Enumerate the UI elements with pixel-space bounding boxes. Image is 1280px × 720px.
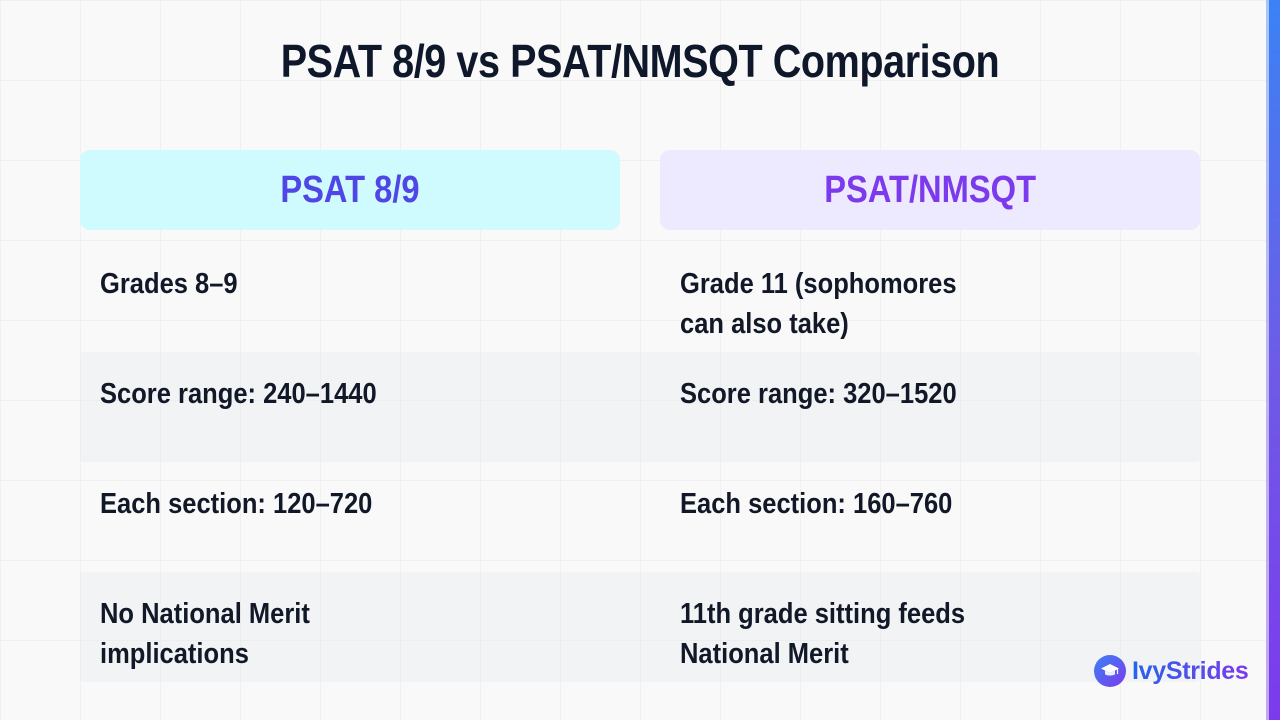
psat-nmsqt-grades: Grade 11 (sophomores can also take)	[680, 268, 957, 340]
logo-text: IvyStrides	[1132, 656, 1249, 685]
psat-nmsqt-score-range: Score range: 320–1520	[680, 378, 957, 410]
slide-title: PSAT 8/9 vs PSAT/NMSQT Comparison	[280, 35, 1000, 87]
psat-8-9-header: PSAT 8/9	[80, 150, 620, 230]
accent-bar	[1266, 0, 1280, 720]
psat-nmsqt-national-merit: 11th grade sitting feeds National Merit	[680, 598, 966, 670]
psat-8-9-header-label: PSAT 8/9	[280, 168, 420, 211]
comparison-row-grades: Grades 8–9 Grade 11 (sophomores can also…	[80, 242, 1200, 352]
comparison-row-section-range: Each section: 120–720 Each section: 160–…	[80, 462, 1200, 572]
psat-8-9-national-merit: No National Merit implications	[100, 598, 310, 670]
psat-nmsqt-section-range: Each section: 160–760	[680, 488, 953, 520]
psat-nmsqt-header: PSAT/NMSQT	[660, 150, 1200, 230]
psat-nmsqt-header-label: PSAT/NMSQT	[824, 168, 1036, 211]
psat-8-9-section-range: Each section: 120–720	[100, 488, 373, 520]
comparison-row-score-range: Score range: 240–1440 Score range: 320–1…	[80, 352, 1200, 462]
ivystrides-logo: IvyStrides	[1094, 655, 1249, 687]
psat-8-9-grades: Grades 8–9	[100, 268, 238, 300]
graduation-cap-icon	[1094, 655, 1126, 687]
comparison-row-national-merit: No National Merit implications 11th grad…	[80, 572, 1200, 682]
psat-8-9-score-range: Score range: 240–1440	[100, 378, 377, 410]
